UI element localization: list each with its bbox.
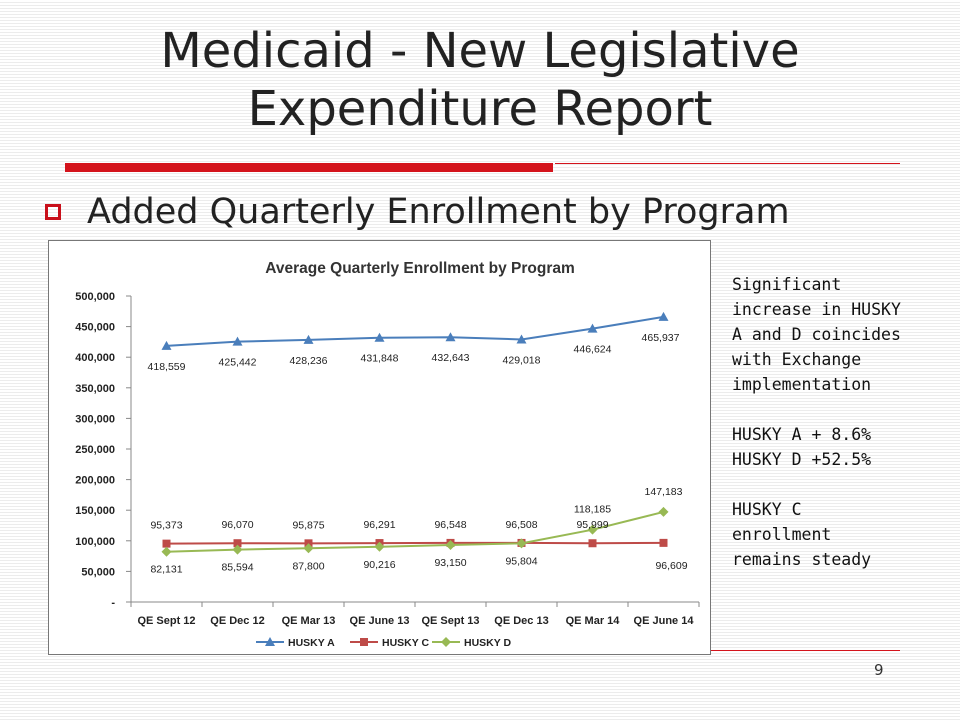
marker-diamond <box>587 524 598 535</box>
data-label: 446,624 <box>574 344 612 356</box>
marker-diamond <box>303 543 314 554</box>
square-bullet-icon <box>45 204 61 220</box>
data-label: 465,937 <box>642 332 680 344</box>
x-tick-label: QE June 14 <box>634 615 695 627</box>
bullet-item: Added Quarterly Enrollment by Program <box>45 192 790 232</box>
title-rule-thin <box>555 163 900 164</box>
marker-diamond <box>161 546 172 557</box>
note-line: HUSKY C <box>732 500 802 519</box>
marker-diamond <box>516 538 527 549</box>
legend-label: HUSKY C <box>382 637 429 649</box>
marker-square <box>588 539 597 548</box>
slide-title: Medicaid - New Legislative Expenditure R… <box>60 22 900 138</box>
y-tick-label: 300,000 <box>75 413 115 425</box>
marker-triangle <box>303 334 314 344</box>
data-label: 96,291 <box>363 519 395 531</box>
y-tick-label: 400,000 <box>75 352 115 364</box>
note-line: HUSKY D +52.5% <box>732 450 872 469</box>
marker-triangle <box>658 311 669 321</box>
y-tick-label: 200,000 <box>75 475 115 487</box>
bullet-text: Added Quarterly Enrollment by Program <box>87 192 790 232</box>
data-label: 418,559 <box>148 361 186 373</box>
x-tick-label: QE Mar 13 <box>282 615 336 627</box>
data-label: 428,236 <box>290 355 328 367</box>
marker-square <box>162 539 171 548</box>
marker-diamond <box>445 539 456 550</box>
x-tick-label: QE Sept 13 <box>421 615 479 627</box>
note-line: remains steady <box>732 550 872 569</box>
x-tick-label: QE Mar 14 <box>566 615 621 627</box>
note-line: implementation <box>732 375 872 394</box>
marker-triangle <box>232 336 243 346</box>
data-label: 85,594 <box>221 562 253 574</box>
data-label: 432,643 <box>432 352 470 364</box>
x-tick-label: QE Dec 13 <box>494 615 548 627</box>
data-label: 429,018 <box>503 354 541 366</box>
data-label: 96,070 <box>221 519 253 531</box>
series-line-husky-d <box>166 510 664 553</box>
data-label: 95,875 <box>292 519 324 531</box>
y-tick-label: 250,000 <box>75 444 115 456</box>
marker-diamond <box>374 541 385 552</box>
x-tick-label: QE June 13 <box>350 615 410 627</box>
footer-rule <box>711 650 900 651</box>
y-tick-label: 450,000 <box>75 322 115 334</box>
marker-triangle <box>445 332 456 342</box>
note-line: with Exchange <box>732 350 862 369</box>
marker-triangle <box>265 637 275 646</box>
data-label: 95,804 <box>505 555 537 567</box>
data-label: 82,131 <box>150 564 182 576</box>
note-line: A and D coincides <box>732 325 901 344</box>
data-label: 431,848 <box>361 353 399 365</box>
y-tick-label: 150,000 <box>75 505 115 517</box>
series-line-husky-a <box>166 315 664 347</box>
y-tick-label: 500,000 <box>75 291 115 303</box>
data-label: 95,999 <box>576 519 608 531</box>
marker-triangle <box>161 340 172 350</box>
marker-square <box>659 538 668 547</box>
data-label: 93,150 <box>434 557 466 569</box>
data-label: 96,508 <box>505 519 537 531</box>
note-line: increase in HUSKY <box>732 300 901 319</box>
page-number: 9 <box>874 661 884 679</box>
marker-square <box>233 539 242 548</box>
data-label: 87,800 <box>292 560 324 572</box>
data-label: 96,548 <box>434 519 466 531</box>
slide-title-line-2: Expenditure Report <box>247 81 713 137</box>
series-line-husky-c <box>166 541 664 545</box>
x-tick-label: QE Sept 12 <box>137 615 195 627</box>
marker-diamond <box>232 544 243 555</box>
y-tick-label: 50,000 <box>81 566 115 578</box>
note-line: enrollment <box>732 525 832 544</box>
legend-label: HUSKY D <box>464 637 511 649</box>
y-tick-label: - <box>111 597 115 609</box>
marker-triangle <box>516 334 527 344</box>
marker-square <box>360 638 368 646</box>
data-label: 90,216 <box>363 559 395 571</box>
slide-title-line-1: Medicaid - New Legislative <box>160 23 800 79</box>
data-label: 147,183 <box>645 486 683 498</box>
note-line: Significant <box>732 275 842 294</box>
marker-triangle <box>374 332 385 342</box>
x-tick-label: QE Dec 12 <box>210 615 264 627</box>
title-rule-thick <box>65 163 553 172</box>
legend-label: HUSKY A <box>288 637 335 649</box>
data-label: 96,609 <box>655 560 687 572</box>
enrollment-chart: Average Quarterly Enrollment by Program 5… <box>48 240 711 655</box>
note-line: HUSKY A + 8.6% <box>732 425 872 444</box>
side-notes: Significant increase in HUSKY A and D co… <box>732 272 942 572</box>
y-tick-label: 100,000 <box>75 536 115 548</box>
chart-svg: Average Quarterly Enrollment by Program 5… <box>75 260 700 649</box>
marker-diamond <box>441 637 451 647</box>
marker-diamond <box>658 506 669 517</box>
marker-triangle <box>587 323 598 333</box>
data-label: 118,185 <box>574 504 611 516</box>
data-label: 95,373 <box>150 520 182 532</box>
data-label: 425,442 <box>219 357 257 369</box>
y-tick-label: 350,000 <box>75 383 115 395</box>
chart-title: Average Quarterly Enrollment by Program <box>265 260 575 277</box>
